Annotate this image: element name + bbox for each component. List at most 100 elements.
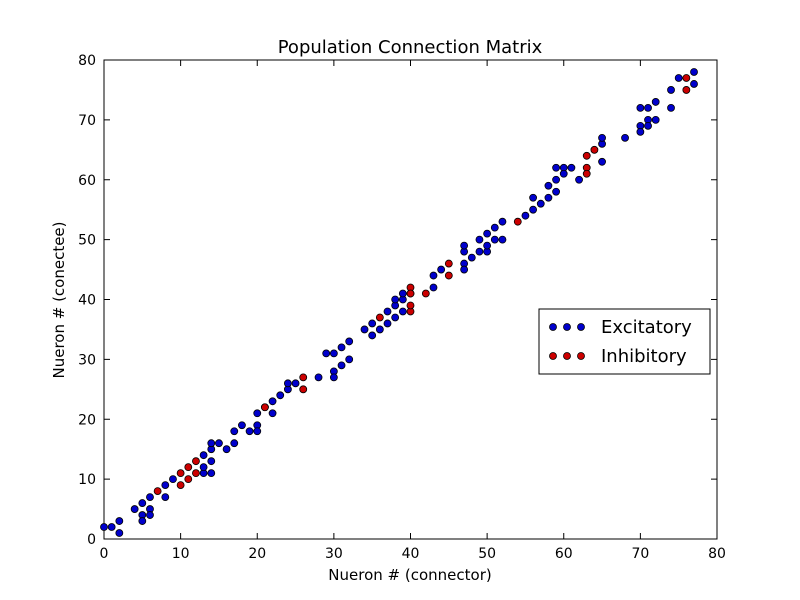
excitatory-point <box>207 439 216 448</box>
excitatory-point <box>230 439 239 448</box>
excitatory-point <box>345 337 354 346</box>
inhibitory-point <box>444 271 453 280</box>
excitatory-point <box>644 104 652 112</box>
inhibitory-point <box>299 385 308 394</box>
legend-marker-excitatory <box>577 323 585 331</box>
excitatory-point <box>544 193 553 202</box>
excitatory-point <box>598 133 606 142</box>
excitatory-point <box>337 361 346 370</box>
legend-marker-excitatory <box>563 323 571 331</box>
excitatory-point <box>383 319 392 328</box>
x-tick-label: 10 <box>172 546 190 562</box>
inhibitory-point <box>582 169 591 178</box>
excitatory-point <box>199 451 208 460</box>
excitatory-point <box>345 355 354 364</box>
x-tick-label: 70 <box>631 546 649 562</box>
excitatory-point <box>429 283 438 292</box>
excitatory-point <box>146 511 154 519</box>
excitatory-point <box>651 98 660 106</box>
y-tick-label: 10 <box>78 472 96 488</box>
excitatory-point <box>230 427 239 436</box>
legend-marker-inhibitory <box>549 352 557 360</box>
excitatory-point <box>199 463 208 472</box>
excitatory-point <box>146 493 154 501</box>
inhibitory-point <box>682 86 691 94</box>
x-tick-label: 60 <box>555 546 573 562</box>
legend-marker-inhibitory <box>577 352 585 360</box>
inhibitory-point <box>582 151 591 160</box>
x-tick-label: 20 <box>248 546 266 562</box>
excitatory-point <box>598 157 606 166</box>
excitatory-point <box>690 68 698 76</box>
excitatory-point <box>636 127 645 136</box>
legend-label-excitatory: Excitatory <box>601 317 692 338</box>
inhibitory-point <box>153 487 162 496</box>
inhibitory-point <box>192 469 200 478</box>
x-tick-label: 30 <box>325 546 343 562</box>
inhibitory-point <box>682 74 691 82</box>
excitatory-point <box>490 223 499 232</box>
excitatory-point <box>138 517 147 525</box>
series-inhibitory <box>153 74 691 496</box>
excitatory-point <box>567 163 576 172</box>
excitatory-point <box>253 427 262 436</box>
excitatory-point <box>498 235 507 244</box>
excitatory-point <box>644 121 652 130</box>
y-tick-label: 20 <box>78 412 96 428</box>
inhibitory-point <box>513 217 522 226</box>
y-tick-label: 50 <box>78 233 96 249</box>
excitatory-point <box>437 265 446 274</box>
excitatory-point <box>283 379 292 388</box>
excitatory-point <box>322 349 331 358</box>
excitatory-point <box>100 523 108 531</box>
excitatory-point <box>483 241 492 250</box>
inhibitory-point <box>590 145 599 154</box>
excitatory-point <box>651 115 660 124</box>
excitatory-point <box>207 457 216 466</box>
legend-marker-inhibitory <box>563 352 571 360</box>
excitatory-point <box>667 104 675 112</box>
excitatory-point <box>169 475 177 484</box>
excitatory-point <box>238 421 246 430</box>
excitatory-point <box>383 307 392 316</box>
excitatory-point <box>138 499 147 507</box>
inhibitory-point <box>406 301 415 310</box>
excitatory-point <box>552 163 560 172</box>
chart-title: Population Connection Matrix <box>278 37 543 58</box>
excitatory-point <box>130 505 139 513</box>
inhibitory-point <box>444 259 453 268</box>
excitatory-point <box>337 343 346 352</box>
excitatory-point <box>475 235 484 244</box>
excitatory-point <box>115 517 124 525</box>
excitatory-point <box>215 439 223 448</box>
excitatory-point <box>253 409 262 418</box>
inhibitory-point <box>176 469 185 478</box>
inhibitory-point <box>375 313 384 322</box>
excitatory-point <box>529 205 537 214</box>
inhibitory-point <box>421 289 430 298</box>
excitatory-point <box>621 133 629 142</box>
y-tick-label: 70 <box>78 113 96 129</box>
excitatory-point <box>360 325 369 334</box>
y-tick-label: 30 <box>78 352 96 368</box>
excitatory-point <box>207 469 216 478</box>
excitatory-point <box>314 373 323 382</box>
x-tick-label: 80 <box>708 546 726 562</box>
x-axis-label: Nueron # (connector) <box>328 566 491 584</box>
excitatory-point <box>222 445 231 454</box>
excitatory-point <box>329 373 338 382</box>
excitatory-point <box>460 265 469 274</box>
inhibitory-point <box>299 373 308 382</box>
legend-label-inhibitory: Inhibitory <box>601 346 687 367</box>
excitatory-point <box>245 427 254 436</box>
excitatory-point <box>575 175 583 184</box>
excitatory-point <box>429 271 438 280</box>
excitatory-point <box>375 325 384 334</box>
inhibitory-point <box>192 457 200 466</box>
inhibitory-point <box>184 475 193 484</box>
excitatory-point <box>674 74 683 82</box>
excitatory-point <box>490 235 499 244</box>
excitatory-point <box>115 529 124 537</box>
excitatory-point <box>268 397 277 406</box>
